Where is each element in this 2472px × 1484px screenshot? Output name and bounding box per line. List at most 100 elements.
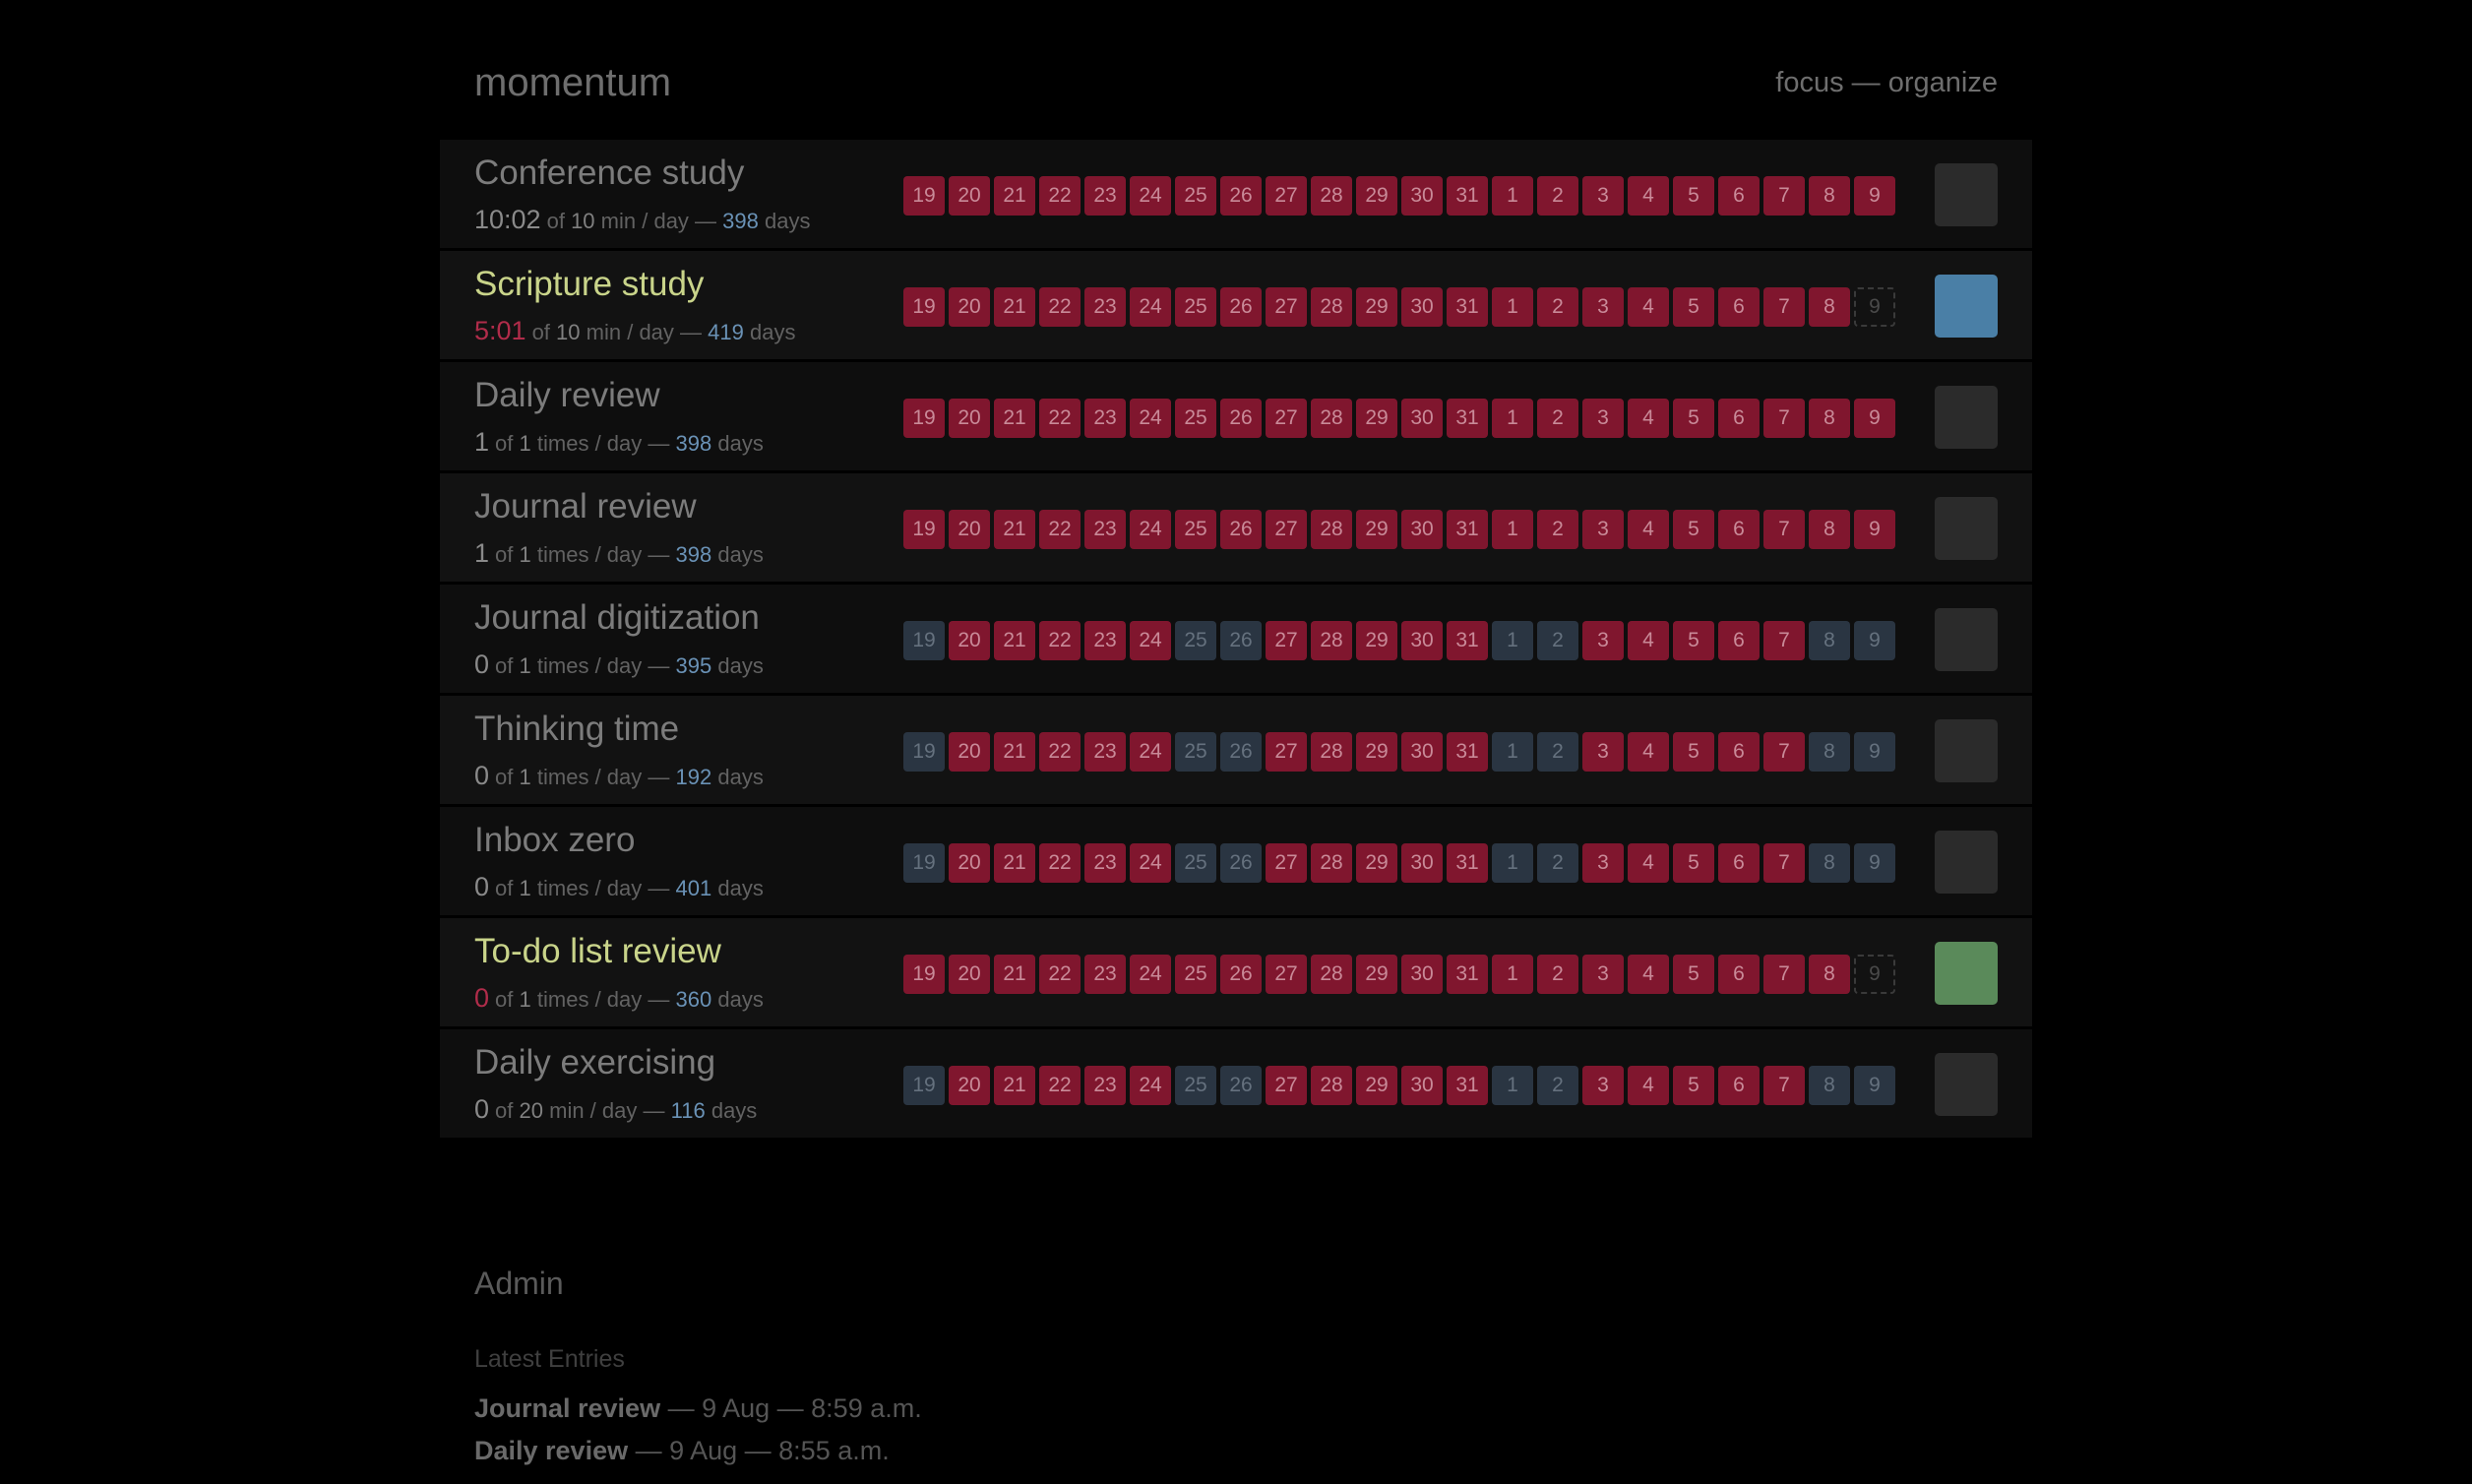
day-cell[interactable]: 22 <box>1039 1066 1081 1105</box>
day-cell[interactable]: 26 <box>1220 510 1262 549</box>
day-cell[interactable]: 5 <box>1673 621 1714 660</box>
day-cell[interactable]: 21 <box>994 621 1035 660</box>
day-cell[interactable]: 24 <box>1130 955 1171 994</box>
entry-habit[interactable]: Journal review <box>474 1393 661 1423</box>
day-cell[interactable]: 21 <box>994 732 1035 772</box>
day-cell[interactable]: 27 <box>1266 955 1307 994</box>
day-cell[interactable]: 22 <box>1039 176 1081 216</box>
day-cell[interactable]: 25 <box>1175 732 1216 772</box>
day-cell[interactable]: 4 <box>1628 1066 1669 1105</box>
day-cell[interactable]: 2 <box>1537 176 1578 216</box>
day-cell[interactable]: 3 <box>1582 1066 1624 1105</box>
day-cell[interactable]: 30 <box>1401 732 1443 772</box>
day-cell[interactable]: 23 <box>1084 176 1126 216</box>
day-cell[interactable]: 25 <box>1175 176 1216 216</box>
habit-title[interactable]: Journal review <box>474 487 697 526</box>
day-cell[interactable]: 3 <box>1582 732 1624 772</box>
day-cell[interactable]: 1 <box>1492 955 1533 994</box>
day-cell[interactable]: 29 <box>1356 399 1397 438</box>
day-cell[interactable]: 19 <box>903 1066 945 1105</box>
day-cell[interactable]: 21 <box>994 1066 1035 1105</box>
day-cell[interactable]: 25 <box>1175 1066 1216 1105</box>
day-cell[interactable]: 19 <box>903 621 945 660</box>
habit-title[interactable]: Conference study <box>474 154 745 192</box>
day-cell[interactable]: 30 <box>1401 843 1443 883</box>
day-cell[interactable]: 22 <box>1039 399 1081 438</box>
day-cell[interactable]: 8 <box>1809 1066 1850 1105</box>
day-cell[interactable]: 19 <box>903 399 945 438</box>
day-cell[interactable]: 5 <box>1673 510 1714 549</box>
day-cell[interactable]: 20 <box>949 176 990 216</box>
day-cell[interactable]: 22 <box>1039 955 1081 994</box>
day-cell[interactable]: 3 <box>1582 510 1624 549</box>
day-cell[interactable]: 2 <box>1537 843 1578 883</box>
day-cell[interactable]: 31 <box>1447 732 1488 772</box>
day-cell[interactable]: 20 <box>949 621 990 660</box>
day-cell[interactable]: 25 <box>1175 510 1216 549</box>
day-cell[interactable]: 2 <box>1537 399 1578 438</box>
day-cell[interactable]: 23 <box>1084 955 1126 994</box>
day-cell[interactable]: 28 <box>1311 510 1352 549</box>
day-cell[interactable]: 28 <box>1311 732 1352 772</box>
day-cell[interactable]: 23 <box>1084 843 1126 883</box>
day-cell[interactable]: 7 <box>1763 399 1805 438</box>
day-cell[interactable]: 2 <box>1537 510 1578 549</box>
day-cell[interactable]: 8 <box>1809 621 1850 660</box>
day-cell[interactable]: 3 <box>1582 287 1624 327</box>
day-cell[interactable]: 9 <box>1854 1066 1895 1105</box>
day-cell[interactable]: 1 <box>1492 732 1533 772</box>
day-cell[interactable]: 7 <box>1763 510 1805 549</box>
day-cell[interactable]: 23 <box>1084 1066 1126 1105</box>
day-cell[interactable]: 26 <box>1220 1066 1262 1105</box>
day-cell[interactable]: 24 <box>1130 732 1171 772</box>
day-cell[interactable]: 6 <box>1718 621 1760 660</box>
day-cell[interactable]: 23 <box>1084 399 1126 438</box>
day-cell[interactable]: 6 <box>1718 176 1760 216</box>
entry-habit[interactable]: Daily review <box>474 1436 629 1465</box>
day-cell[interactable]: 9 <box>1854 843 1895 883</box>
day-cell[interactable]: 23 <box>1084 732 1126 772</box>
day-cell[interactable]: 9 <box>1854 287 1895 327</box>
day-cell[interactable]: 29 <box>1356 843 1397 883</box>
day-cell[interactable]: 31 <box>1447 510 1488 549</box>
day-cell[interactable]: 19 <box>903 732 945 772</box>
day-cell[interactable]: 6 <box>1718 1066 1760 1105</box>
day-cell[interactable]: 24 <box>1130 399 1171 438</box>
day-cell[interactable]: 24 <box>1130 287 1171 327</box>
day-cell[interactable]: 30 <box>1401 287 1443 327</box>
day-cell[interactable]: 22 <box>1039 621 1081 660</box>
day-cell[interactable]: 28 <box>1311 955 1352 994</box>
day-cell[interactable]: 20 <box>949 1066 990 1105</box>
day-cell[interactable]: 2 <box>1537 621 1578 660</box>
day-cell[interactable]: 21 <box>994 843 1035 883</box>
day-cell[interactable]: 5 <box>1673 732 1714 772</box>
day-cell[interactable]: 9 <box>1854 732 1895 772</box>
day-cell[interactable]: 29 <box>1356 510 1397 549</box>
day-cell[interactable]: 6 <box>1718 955 1760 994</box>
day-cell[interactable]: 1 <box>1492 621 1533 660</box>
day-cell[interactable]: 2 <box>1537 1066 1578 1105</box>
day-cell[interactable]: 1 <box>1492 843 1533 883</box>
day-cell[interactable]: 29 <box>1356 176 1397 216</box>
day-cell[interactable]: 22 <box>1039 287 1081 327</box>
day-cell[interactable]: 9 <box>1854 955 1895 994</box>
day-cell[interactable]: 4 <box>1628 621 1669 660</box>
day-cell[interactable]: 26 <box>1220 955 1262 994</box>
day-cell[interactable]: 31 <box>1447 287 1488 327</box>
day-cell[interactable]: 23 <box>1084 287 1126 327</box>
habit-status-square[interactable] <box>1935 275 1998 338</box>
habit-status-square[interactable] <box>1935 942 1998 1005</box>
day-cell[interactable]: 3 <box>1582 955 1624 994</box>
habit-status-square[interactable] <box>1935 163 1998 226</box>
day-cell[interactable]: 30 <box>1401 621 1443 660</box>
day-cell[interactable]: 8 <box>1809 176 1850 216</box>
day-cell[interactable]: 20 <box>949 732 990 772</box>
day-cell[interactable]: 27 <box>1266 176 1307 216</box>
day-cell[interactable]: 31 <box>1447 399 1488 438</box>
habit-status-square[interactable] <box>1935 1053 1998 1116</box>
day-cell[interactable]: 30 <box>1401 1066 1443 1105</box>
day-cell[interactable]: 20 <box>949 510 990 549</box>
day-cell[interactable]: 27 <box>1266 621 1307 660</box>
day-cell[interactable]: 7 <box>1763 287 1805 327</box>
day-cell[interactable]: 30 <box>1401 510 1443 549</box>
